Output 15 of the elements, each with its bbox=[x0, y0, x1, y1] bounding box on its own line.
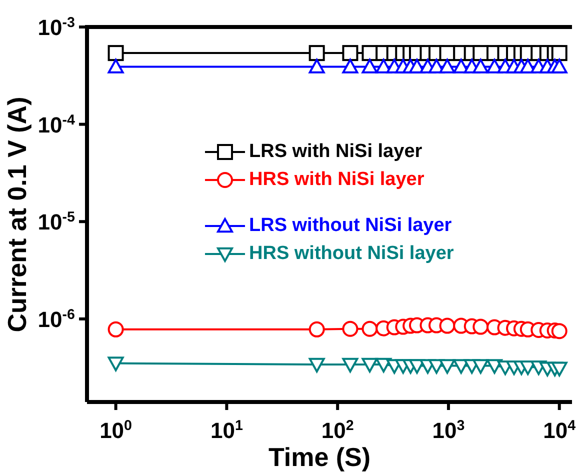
x-tick-label: 10$^{3}$ bbox=[432, 418, 465, 443]
legend-label: HRS without NiSi layer bbox=[249, 243, 454, 265]
y-tick-label: 10$^{-5}$ bbox=[38, 210, 76, 235]
x-axis-title: Time (S) bbox=[268, 442, 371, 472]
legend-label: HRS with NiSi layer bbox=[249, 169, 424, 191]
x-tick-label: 10$^{1}$ bbox=[210, 418, 243, 443]
y-tick-label: 10$^{-4}$ bbox=[38, 112, 76, 138]
y-tick-label: 10$^{-6}$ bbox=[38, 306, 76, 332]
x-tick-label: 10$^{2}$ bbox=[321, 418, 354, 443]
y-tick-label: 10$^{-3}$ bbox=[38, 15, 76, 40]
x-tick-label: 10$^{0}$ bbox=[100, 418, 132, 443]
x-tick-label: 10$^{4}$ bbox=[543, 418, 576, 443]
legend-label: LRS without NiSi layer bbox=[249, 215, 452, 237]
legend-label: LRS with NiSi layer bbox=[249, 141, 422, 163]
y-axis-title: Current at 0.1 V (A) bbox=[2, 96, 32, 332]
